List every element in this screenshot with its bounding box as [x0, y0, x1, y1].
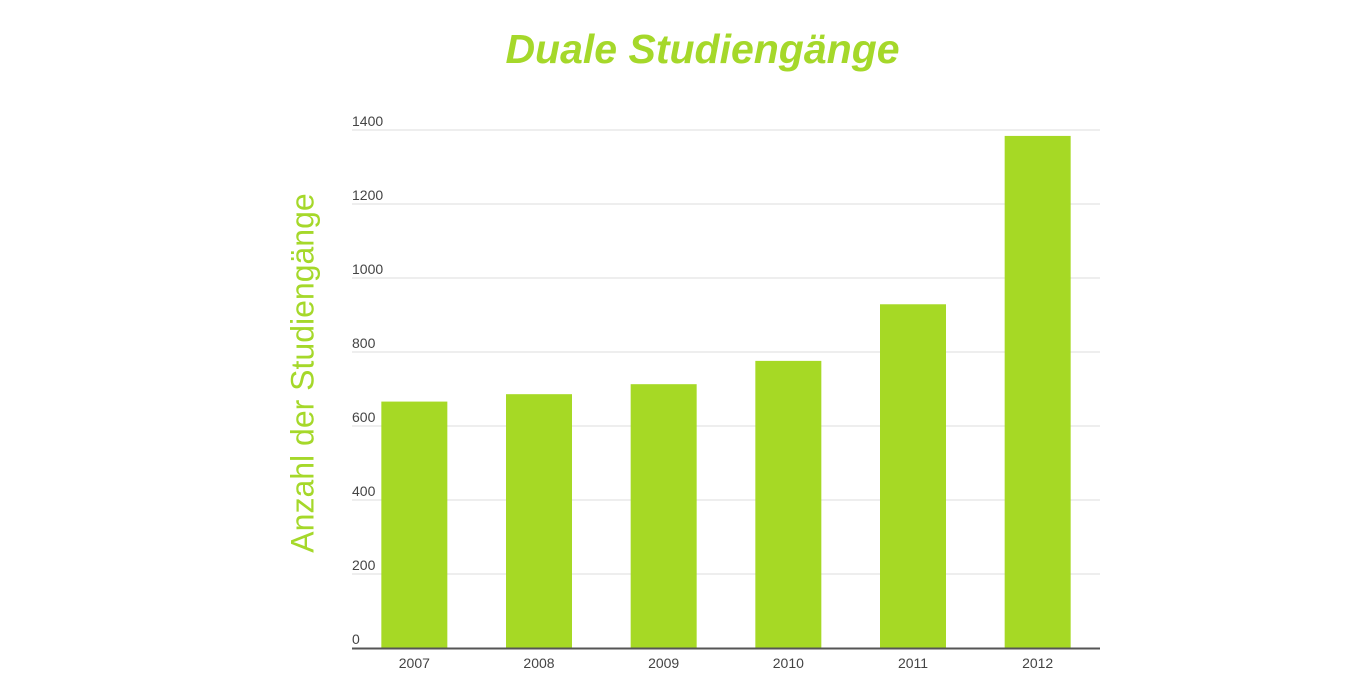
- bar-2008: [506, 394, 572, 648]
- gridlines: [352, 129, 1100, 575]
- y-tick-label: 0: [352, 631, 360, 647]
- x-tick-labels: 2007 2008 2009 2010 2011 2012: [399, 655, 1054, 671]
- x-tick-label: 2011: [898, 655, 928, 671]
- y-tick-label: 1200: [352, 187, 383, 203]
- y-tick-label: 200: [352, 557, 376, 573]
- y-tick-label: 1000: [352, 261, 383, 277]
- x-tick-label: 2010: [773, 655, 804, 671]
- x-tick-label: 2009: [648, 655, 679, 671]
- chart-title: Duale Studiengänge: [505, 26, 900, 72]
- y-tick-label: 600: [352, 409, 376, 425]
- bar-2011: [880, 304, 946, 648]
- bar-2009: [630, 384, 697, 648]
- y-tick-label: 400: [352, 483, 376, 499]
- bar-2012: [1004, 135, 1071, 649]
- x-tick-label: 2008: [523, 655, 554, 671]
- x-tick-label: 2007: [399, 655, 430, 671]
- x-tick-label: 2012: [1022, 655, 1053, 671]
- y-tick-label: 800: [352, 335, 376, 351]
- y-tick-labels: 0 200 400 600 800 1000 1200 1400: [352, 113, 383, 647]
- y-tick-label: 1400: [352, 113, 383, 129]
- bar-2010: [755, 360, 822, 648]
- bars: [381, 135, 1071, 649]
- bar-2007: [381, 401, 448, 648]
